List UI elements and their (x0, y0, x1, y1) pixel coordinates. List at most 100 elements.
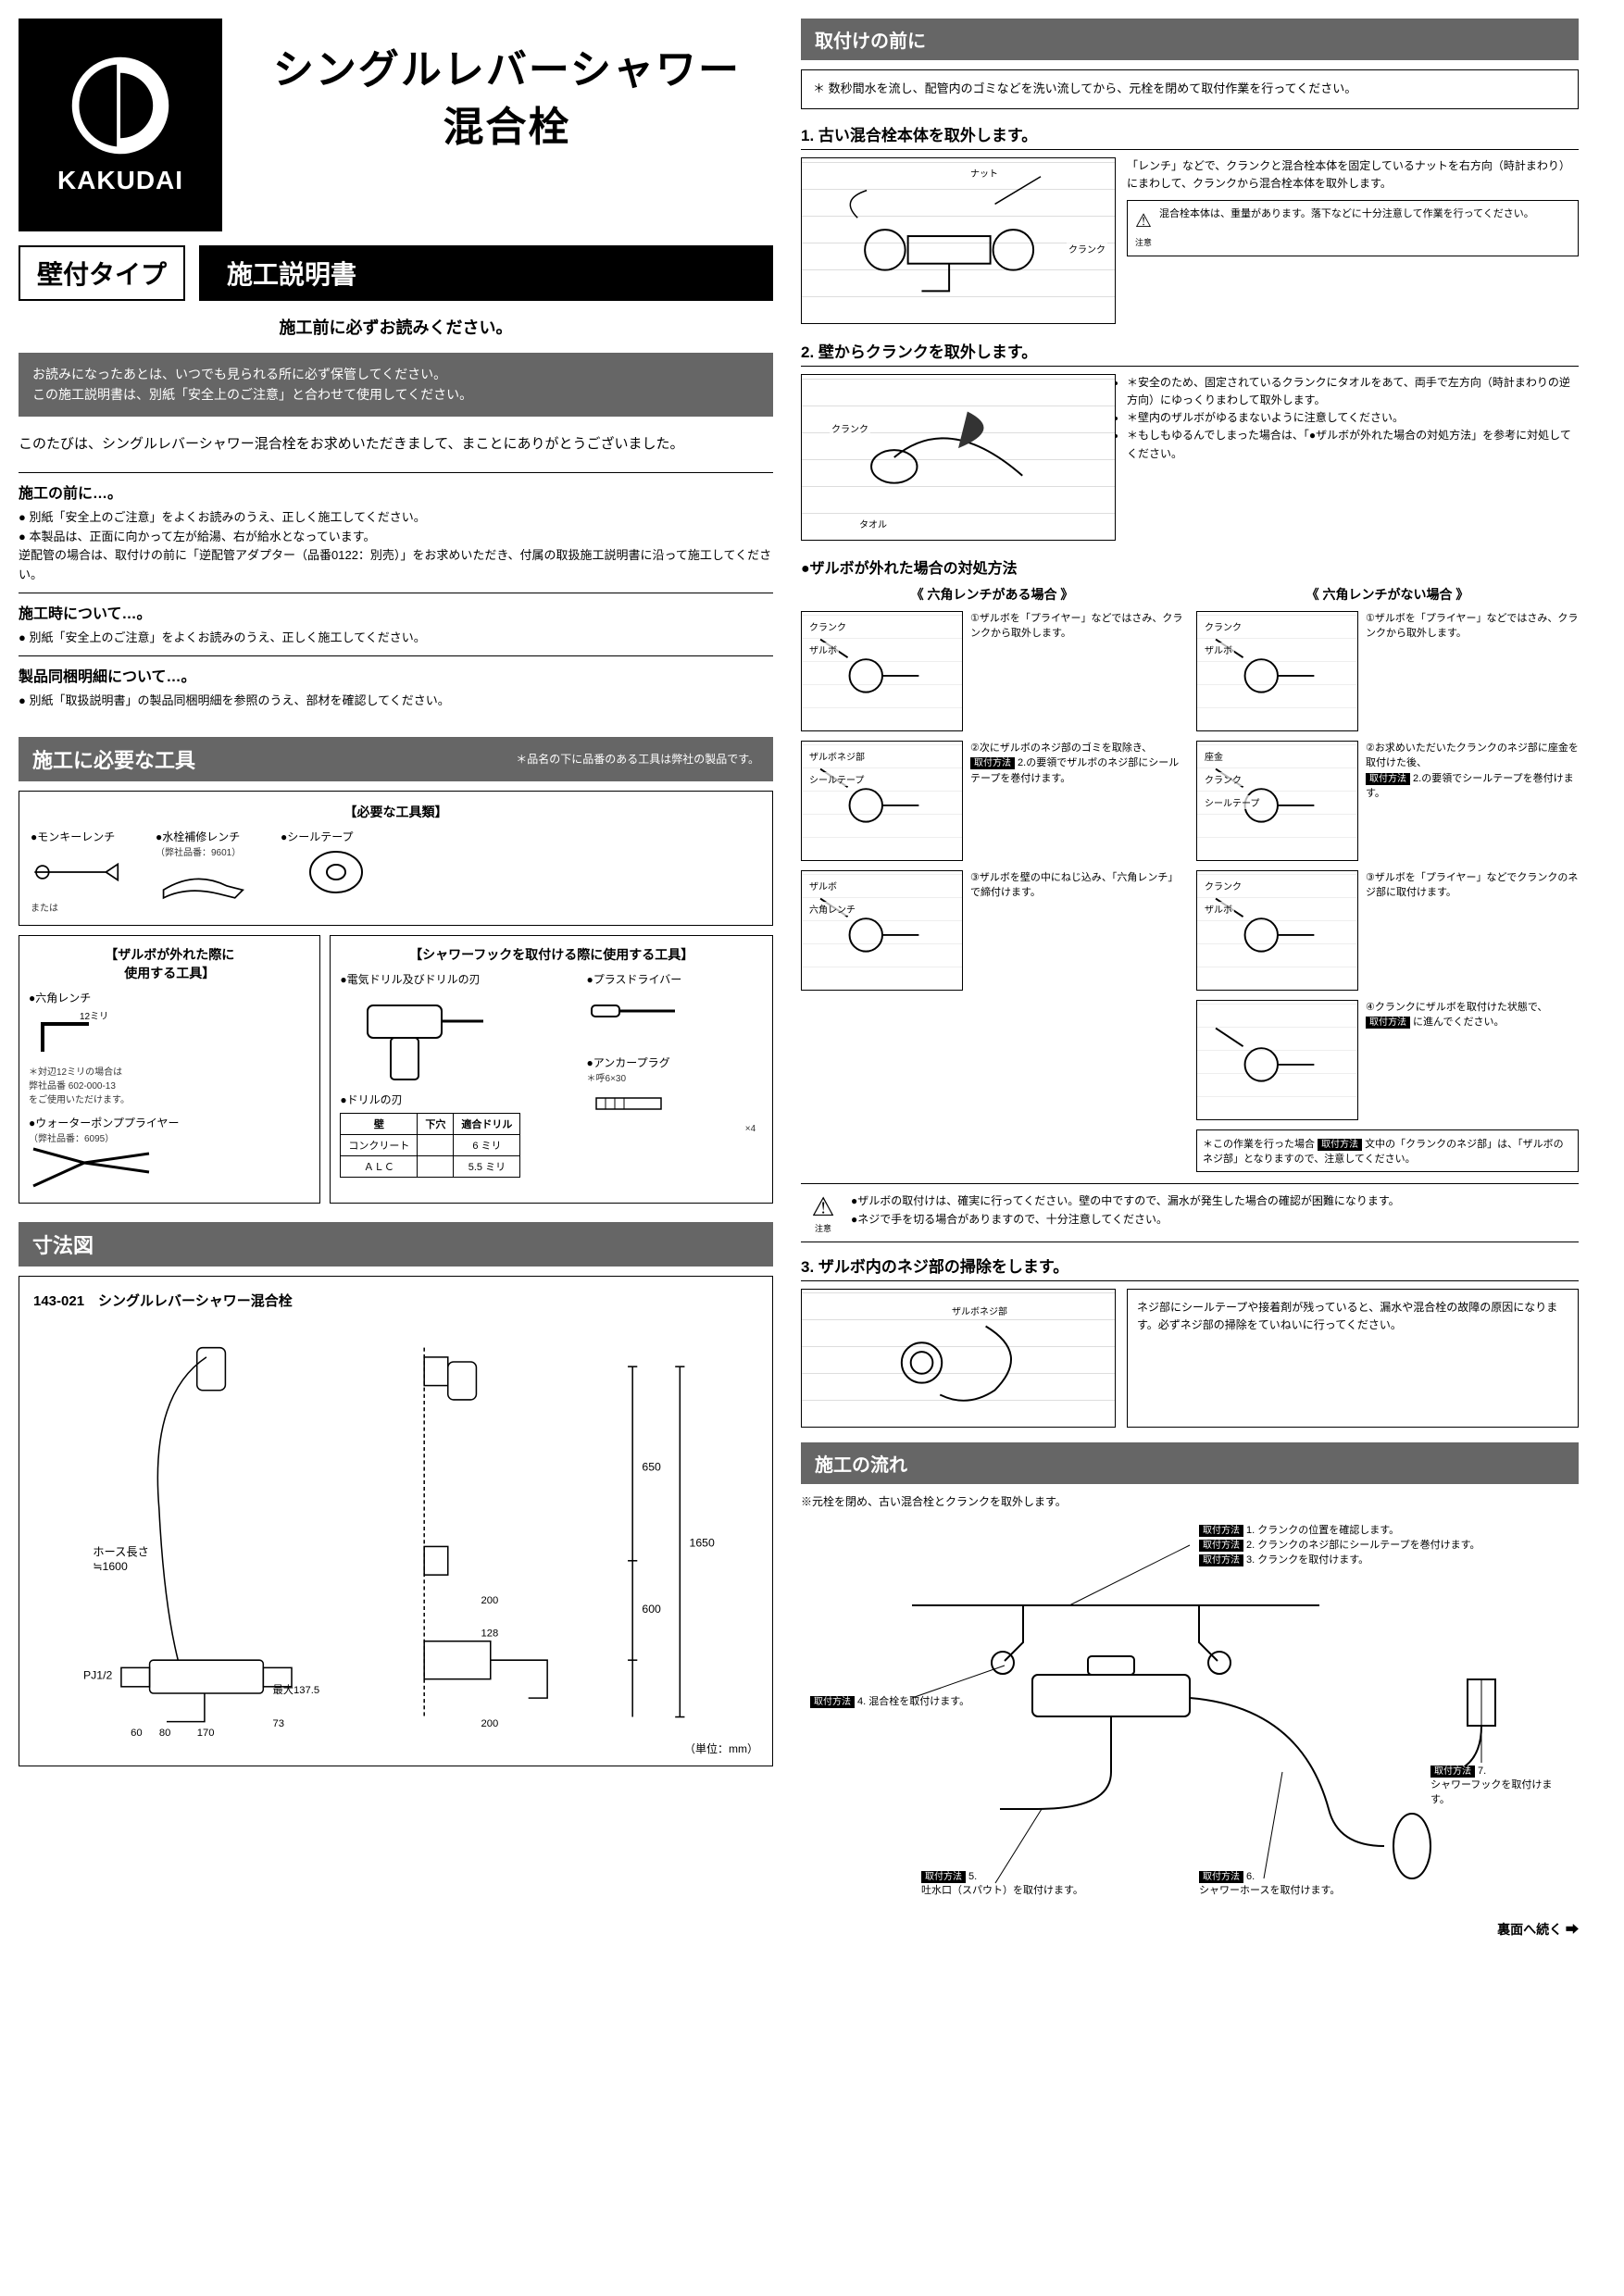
tool-label: ●六角レンチ (29, 990, 310, 1005)
zarubo-heading: ●ザルボが外れた場合の対処方法 (801, 555, 1579, 578)
diagram-label: シールテープ (807, 772, 866, 786)
pliers-icon (29, 1144, 158, 1191)
case-step-diagram: ザルボネジ部シールテープ (801, 741, 963, 861)
read-first: 施工前に必ずお読みください。 (19, 315, 773, 339)
td: コンクリート (341, 1134, 418, 1155)
diagram-label: クランク (1203, 772, 1243, 786)
step1-text: 「レンチ」などで、クランクと混合栓本体を固定しているナットを右方向（時計まわり）… (1127, 157, 1579, 324)
warning-icon: ⚠注意 (1135, 206, 1152, 249)
dim-170: 170 (197, 1728, 215, 1736)
case-step-diagram: クランクザルボ (801, 611, 963, 731)
wrench-icon (31, 844, 142, 900)
label-nut: ナット (968, 166, 1000, 180)
svg-text:≒1600: ≒1600 (93, 1560, 128, 1573)
diagram-label: 座金 (1203, 749, 1225, 763)
flow-item-6: 取付方法6.シャワーホースを取付けます。 (1199, 1868, 1340, 1897)
tool-label: ●モンキーレンチ (31, 829, 142, 844)
pre-section-item: 別紙「安全上のご注意」をよくお読みのうえ、正しく施工してください。 (19, 508, 773, 528)
tool-note: ＊対辺12ミリの場合は 弊社品番 602-000-13 をご使用いただけます。 (29, 1064, 310, 1105)
dim-1650: 1650 (690, 1536, 715, 1549)
continue-label: 裏面へ続く ➡ (801, 1920, 1579, 1939)
case-a-title: 《 六角レンチがある場合 》 (801, 585, 1183, 604)
product-title-2: 混合栓 (241, 99, 773, 156)
footnote-pre: ＊この作業を行った場合 (1203, 1139, 1315, 1150)
tool-label: ●水栓補修レンチ (156, 829, 267, 844)
anchor-icon (587, 1084, 680, 1121)
step2-title: 2. 壁からクランクを取外します。 (801, 339, 1579, 367)
product-title-1: シングルレバーシャワー (241, 42, 773, 99)
tool-monkey: ●モンキーレンチ または (31, 829, 142, 914)
th: 適合ドリル (454, 1113, 520, 1134)
diagram-label: シールテープ (1203, 795, 1261, 809)
dim-200b: 200 (481, 1717, 499, 1728)
step2-note: 壁内のザルボがゆるまないように注意してください。 (1127, 409, 1579, 427)
pre-install-heading: 取付けの前に (801, 19, 1579, 60)
diagram-label: ザルボ (1203, 902, 1234, 916)
flow-note: ※元栓を閉め、古い混合栓とクランクを取外します。 (801, 1493, 1579, 1509)
step1-warn-text: 混合栓本体は、重量があります。落下などに十分注意して作業を行ってください。 (1159, 206, 1534, 223)
tape-icon (281, 844, 392, 900)
pre-section: 施工の前に…。別紙「安全上のご注意」をよくお読みのうえ、正しく施工してください。… (19, 472, 773, 593)
dim-200a: 200 (481, 1594, 499, 1605)
dim-max: 最大137.5 (273, 1683, 320, 1696)
notice-bar: お読みになったあとは、いつでも見られる所に必ず保管してください。 この施工説明書… (19, 353, 773, 417)
flow-item-4: 取付方法4. 混合栓を取付けます。 (810, 1693, 969, 1708)
dim-128: 128 (481, 1628, 499, 1639)
tool-pliers: ●ウォーターポンププライヤー （弊社品番：6095） (29, 1115, 310, 1193)
diagram-label: クランク (807, 619, 848, 633)
case-step: ザルボネジ部シールテープ②次にザルボのネジ部のゴミを取除き、取付方法 2.の要領… (801, 741, 1183, 861)
required-tools-frame: 【必要な工具類】 ●モンキーレンチ または ●水栓補修レンチ （弊社品番：960… (19, 791, 773, 926)
hexkey-icon: 12ミリ (29, 1005, 121, 1061)
brand-name: KAKUDAI (57, 166, 183, 195)
case-step-text: ①ザルボを「プライヤー」などではさみ、クランクから取外します。 (970, 611, 1183, 731)
th: 下穴 (418, 1113, 454, 1134)
step2-text: 安全のため、固定されているクランクにタオルをあて、両手で左方向（時計まわりの逆方… (1127, 374, 1579, 541)
case-step: ザルボ六角レンチ③ザルボを壁の中にねじ込み、「六角レンチ」で締付けます。 (801, 870, 1183, 991)
dim-pj: PJ1/2 (83, 1668, 113, 1681)
td (418, 1134, 454, 1155)
required-tools-header: 【必要な工具類】 (31, 803, 761, 821)
dim-650: 650 (642, 1460, 661, 1473)
dim-unit: （単位：mm） (684, 1741, 758, 1756)
step3-title: 3. ザルボ内のネジ部の掃除をします。 (801, 1254, 1579, 1281)
pre-section-title: 施工時について…。 (19, 601, 773, 623)
label-towel: タオル (857, 517, 889, 530)
case-step-diagram: クランクザルボ (1196, 611, 1358, 731)
case-step: ④クランクにザルボを取付けた状態で、取付方法 に進んでください。 (1196, 1000, 1579, 1120)
tool-note: ＊呼6×30 (587, 1070, 756, 1084)
tool-label: ●シールテープ (281, 829, 392, 844)
dim-73: 73 (273, 1717, 285, 1728)
case-step-text: ③ザルボを壁の中にねじ込み、「六角レンチ」で締付けます。 (970, 870, 1183, 991)
pre-section-item: 別紙「安全上のご注意」をよくお読みのうえ、正しく施工してください。 (19, 629, 773, 648)
case-step: クランクザルボ③ザルボを「プライヤー」などでクランクのネジ部に取付けます。 (1196, 870, 1579, 991)
flow-item-7: 取付方法7.シャワーフックを取付けます。 (1430, 1763, 1560, 1806)
flow-item-5: 取付方法5.吐水口（スパウト）を取付けます。 (921, 1868, 1083, 1897)
td (418, 1155, 454, 1177)
tools-heading: 施工に必要な工具 ＊品名の下に品番のある工具は弊社の製品です。 (19, 737, 773, 781)
case-step: クランクザルボ①ザルボを「プライヤー」などではさみ、クランクから取外します。 (1196, 611, 1579, 731)
case-step-text: ④クランクにザルボを取付けた状態で、取付方法 に進んでください。 (1366, 1000, 1579, 1120)
dim-hose: ホース長さ (93, 1545, 149, 1558)
diagram-label: 六角レンチ (807, 902, 857, 916)
zarubo-tools-header: 【ザルボが外れた際に 使用する工具】 (29, 945, 310, 982)
footnote-tag: 取付方法 (1318, 1139, 1362, 1151)
td: 5.5 ミリ (454, 1155, 520, 1177)
diagram-label: クランク (1203, 619, 1243, 633)
case-a: 《 六角レンチがある場合 》 クランクザルボ①ザルボを「プライヤー」などではさみ… (801, 585, 1183, 1172)
drill-table-header: ●ドリルの刃 (340, 1092, 572, 1107)
dim-heading-text: 寸法図 (32, 1229, 94, 1259)
drill-table: 壁下穴適合ドリル コンクリート6 ミリ ＡＬＣ5.5 ミリ (340, 1113, 520, 1178)
tool-drill: ●電気ドリル及びドリルの刃 ●ドリルの刃 壁下穴適合ドリル コンクリート6 ミリ… (340, 971, 572, 1178)
case-step-diagram (1196, 1000, 1358, 1120)
step1-body: 「レンチ」などで、クランクと混合栓本体を固定しているナットを右方向（時計まわり）… (1127, 157, 1579, 193)
case-b: 《 六角レンチがない場合 》 クランクザルボ①ザルボを「プライヤー」などではさみ… (1196, 585, 1579, 1172)
diagram-label: ザルボ (807, 643, 839, 656)
dim-model: 143-021 シングルレバーシャワー混合栓 (33, 1291, 758, 1310)
case-step-text: ②次にザルボのネジ部のゴミを取除き、取付方法 2.の要領でザルボのネジ部にシール… (970, 741, 1183, 861)
tool-label: ●プラスドライバー (587, 971, 756, 987)
hook-tools-frame: 【シャワーフックを取付ける際に使用する工具】 ●電気ドリル及びドリルの刃 ●ドリ… (330, 935, 773, 1204)
case-step-text: ②お求めいただいたクランクのネジ部に座金を取付けた後、取付方法 2.の要領でシー… (1366, 741, 1579, 861)
label-zarubo-thread: ザルボネジ部 (950, 1304, 1009, 1317)
pre-section-item: 別紙「取扱説明書」の製品同梱明細を参照のうえ、部材を確認してください。 (19, 692, 773, 711)
step2-diagram: クランク タオル (801, 374, 1116, 541)
